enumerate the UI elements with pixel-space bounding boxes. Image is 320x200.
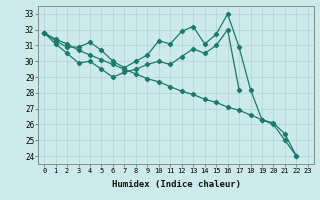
X-axis label: Humidex (Indice chaleur): Humidex (Indice chaleur) xyxy=(111,180,241,189)
